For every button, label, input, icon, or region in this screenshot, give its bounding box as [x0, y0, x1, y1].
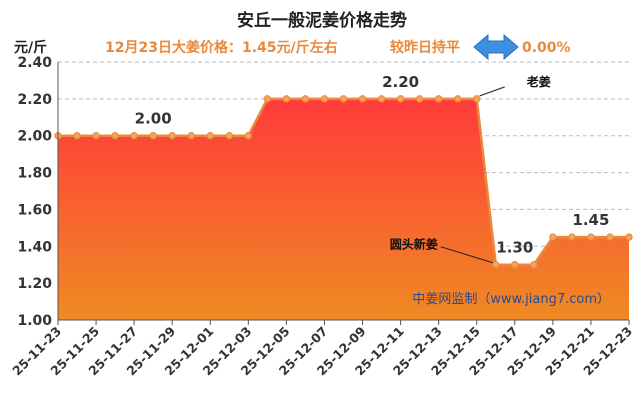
data-point	[130, 132, 138, 140]
data-point	[73, 132, 81, 140]
data-point	[244, 132, 253, 140]
data-points	[54, 95, 633, 269]
change-label: 较昨日持平	[390, 39, 460, 56]
y-tick-label: 2.00	[17, 129, 52, 145]
data-point	[606, 233, 614, 241]
data-point	[263, 95, 272, 103]
annotation-label: 圆头新姜	[390, 237, 438, 252]
data-label: 2.20	[382, 73, 419, 91]
data-point	[396, 95, 405, 103]
y-axis: 1.00 1.20 1.40 1.60 1.80 2.00 2.20 2.40	[17, 55, 52, 329]
y-tick-label: 2.20	[17, 92, 52, 108]
data-point	[149, 132, 157, 140]
data-label: 1.45	[572, 211, 609, 229]
data-point	[301, 95, 310, 103]
data-point	[206, 132, 214, 140]
flat-arrow-icon	[473, 33, 519, 61]
data-point	[530, 261, 538, 269]
y-tick-label: 1.80	[17, 166, 52, 182]
chart-title: 安丘一般泥姜价格走势	[237, 10, 407, 31]
data-point	[320, 95, 329, 103]
data-point	[377, 95, 386, 103]
data-point	[168, 132, 176, 140]
data-point	[111, 132, 119, 140]
data-point	[568, 233, 576, 241]
annotation-pointer	[440, 246, 493, 264]
annotation-label: 老姜	[527, 74, 551, 89]
data-point	[473, 95, 481, 103]
x-axis: 25-11-2325-11-2525-11-2725-11-2925-12-01…	[9, 320, 635, 378]
data-label: 2.00	[135, 110, 172, 128]
y-tick-label: 1.00	[17, 313, 52, 329]
data-point	[625, 233, 633, 241]
y-tick-label: 2.40	[17, 55, 52, 71]
data-point	[492, 261, 500, 269]
data-point	[434, 95, 443, 103]
data-point	[187, 132, 195, 140]
data-point	[225, 132, 234, 140]
data-point	[92, 132, 100, 140]
data-point	[454, 95, 462, 103]
data-labels: 2.00 2.20 1.30 1.45	[135, 73, 610, 257]
change-value: 0.00%	[522, 40, 571, 56]
data-point	[549, 233, 557, 241]
y-tick-label: 1.20	[17, 276, 52, 292]
data-point	[358, 95, 367, 103]
annotation-pointer	[479, 86, 505, 97]
data-label: 1.30	[496, 239, 533, 257]
price-subtitle: 12月23日大姜价格：1.45元/斤左右	[105, 39, 338, 56]
watermark: 中姜网监制（www.jiang7.com）	[412, 292, 610, 307]
y-tick-label: 1.40	[17, 239, 52, 255]
data-point	[587, 233, 595, 241]
data-point	[282, 95, 291, 103]
y-axis-unit: 元/斤	[14, 39, 47, 56]
data-point	[415, 95, 424, 103]
area-fill	[58, 98, 629, 321]
y-tick-label: 1.60	[17, 202, 52, 218]
data-point	[511, 261, 519, 269]
data-point	[339, 95, 348, 103]
